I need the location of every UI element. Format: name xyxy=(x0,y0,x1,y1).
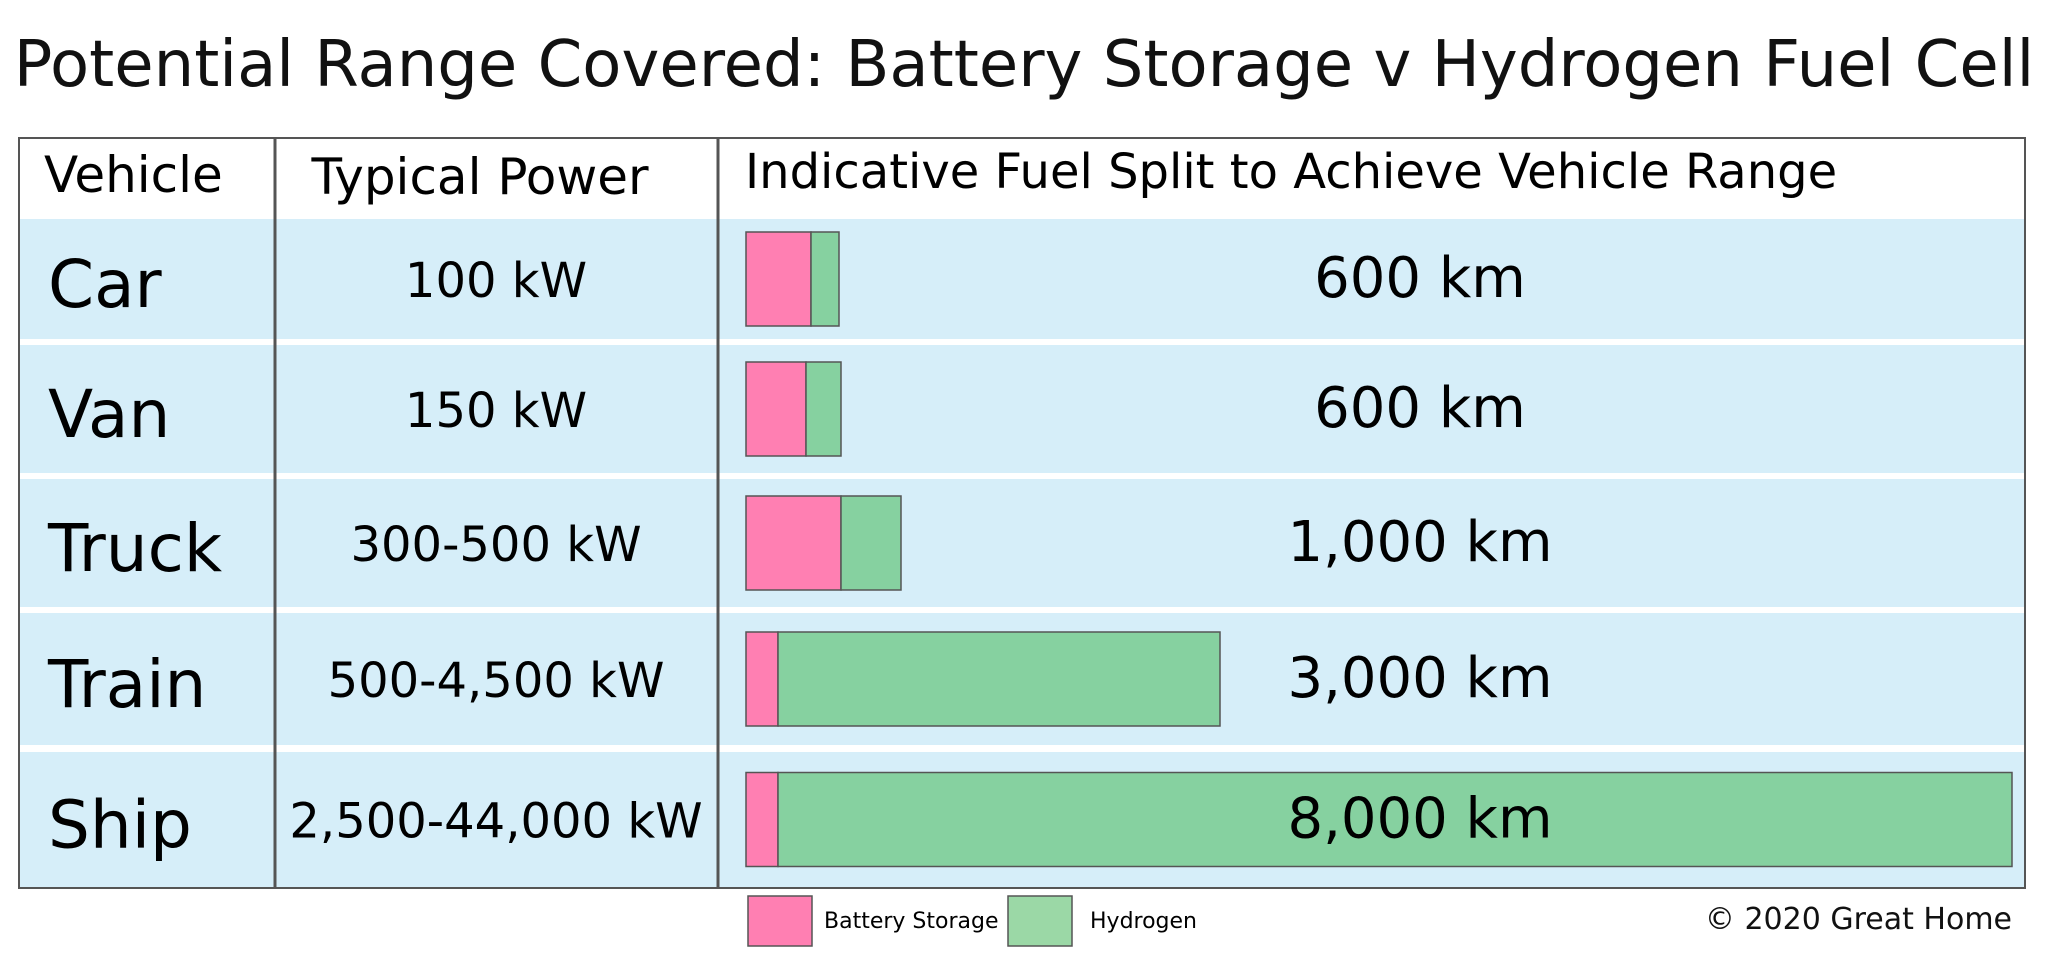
header-vehicle: Vehicle xyxy=(44,146,223,204)
vehicle-label-truck: Truck xyxy=(47,510,223,587)
vehicle-label-train: Train xyxy=(47,646,206,723)
vehicle-label-ship: Ship xyxy=(48,787,192,864)
range-label-car: 600 km xyxy=(1314,246,1526,311)
bar-battery-van xyxy=(745,361,807,457)
legend-swatch-battery xyxy=(747,895,813,947)
vehicle-label-car: Car xyxy=(48,246,163,323)
bar-hydrogen-truck xyxy=(840,495,902,591)
power-label-ship: 2,500-44,000 kW xyxy=(289,794,702,850)
row-bg-car xyxy=(20,219,2024,339)
power-label-train: 500-4,500 kW xyxy=(328,653,665,709)
legend-label-hydrogen: Hydrogen xyxy=(1090,909,1197,934)
legend: Battery Storage Hydrogen xyxy=(747,895,1197,947)
chart-title: Potential Range Covered: Battery Storage… xyxy=(13,28,2035,102)
bar-hydrogen-car xyxy=(810,231,840,327)
table-rows: Car 100 kW 600 km Van 150 kW 600 km Truck 300-5… xyxy=(47,231,2013,868)
bar-battery-ship xyxy=(745,771,779,868)
bar-hydrogen-ship xyxy=(777,771,2013,868)
legend-swatch-hydrogen xyxy=(1007,895,1073,947)
bar-battery-truck xyxy=(745,495,842,591)
range-label-van: 600 km xyxy=(1314,376,1526,441)
legend-label-battery: Battery Storage xyxy=(824,909,999,934)
power-label-truck: 300-500 kW xyxy=(350,517,641,573)
bar-battery-train xyxy=(745,631,779,727)
vehicle-label-van: Van xyxy=(48,376,170,453)
row-bg-van xyxy=(20,345,2024,473)
range-label-ship: 8,000 km xyxy=(1287,787,1552,852)
bar-battery-car xyxy=(745,231,812,327)
range-label-truck: 1,000 km xyxy=(1287,510,1552,575)
bar-hydrogen-van xyxy=(805,361,842,457)
bar-hydrogen-train xyxy=(777,631,1221,727)
header-typical-power: Typical Power xyxy=(310,148,649,206)
power-label-car: 100 kW xyxy=(405,253,587,309)
header-fuel-split: Indicative Fuel Split to Achieve Vehicle… xyxy=(745,144,1837,200)
table-frame xyxy=(18,137,2026,889)
range-label-train: 3,000 km xyxy=(1287,646,1552,711)
power-label-van: 150 kW xyxy=(405,383,587,439)
copyright-text: © 2020 Great Home xyxy=(1704,902,2012,937)
row-bg-truck xyxy=(20,479,2024,607)
